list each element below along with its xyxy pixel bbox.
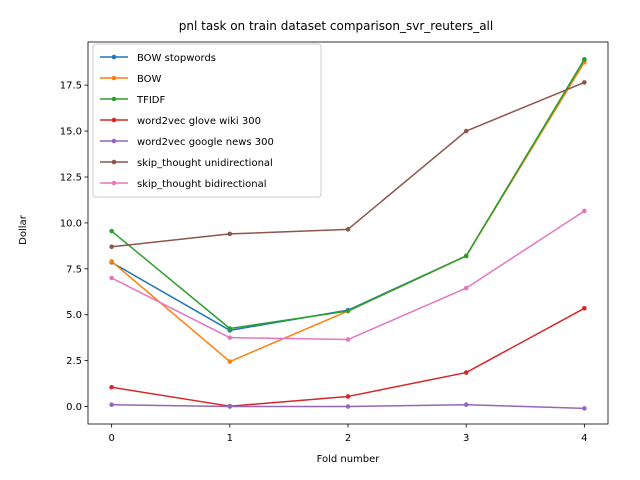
data-point-skip-thought-bidirectional [345,337,351,342]
y-tick-label: 0.0 [66,402,82,413]
legend-box [92,43,322,198]
legend-marker [111,159,117,165]
x-tick-label: 1 [227,433,233,444]
data-point-skip-thought-bidirectional [227,335,233,340]
chart-title: pnl task on train dataset comparison_svr… [179,19,493,33]
data-point-skip-thought-bidirectional [109,275,114,281]
data-point-skip-thought-bidirectional [582,208,587,214]
legend-label: BOW [137,74,162,85]
data-point-bow [109,259,114,264]
x-tick-label: 0 [108,433,114,444]
data-point-skip-thought-unidirectional [345,227,351,232]
y-axis-title: Dollar [18,214,29,245]
y-tick-label: 5.0 [66,310,82,321]
data-point-word2vec-glove-wiki-300 [463,370,469,375]
y-tick-label: 10.0 [60,218,82,229]
x-tick-label: 2 [345,433,351,444]
plot-lines [109,57,587,411]
data-point-skip-thought-unidirectional [109,244,114,250]
y-axis: 0.0 2.5 5.0 7.5 10.0 12.5 15.0 17.5 [60,81,88,413]
legend-label: TFIDF [136,95,166,106]
data-point-bow [227,359,233,364]
data-point-word2vec-google-news-300 [463,402,469,408]
data-point-skip-thought-unidirectional [227,231,233,237]
data-point-skip-thought-unidirectional [582,80,587,85]
data-point-word2vec-google-news-300 [109,402,114,408]
data-point-word2vec-glove-wiki-300 [582,305,587,311]
legend-label: word2vec glove wiki 300 [137,116,261,127]
legend-marker [111,54,117,60]
legend-label: skip_thought unidirectional [137,158,273,169]
data-point-tfidf [227,326,233,331]
plot-frame [87,41,609,425]
y-tick-label: 7.5 [66,264,82,275]
legend-marker [111,96,117,102]
data-point-word2vec-google-news-300 [227,404,233,409]
legend-label: word2vec google news 300 [137,137,274,148]
legend-marker [111,75,117,81]
x-tick-label: 4 [581,433,587,444]
data-point-word2vec-glove-wiki-300 [345,394,351,399]
legend-label: BOW stopwords [137,53,216,64]
y-tick-label: 17.5 [60,81,82,92]
x-axis: 0 1 2 3 4 [108,424,588,444]
legend-marker [111,117,117,123]
legend: BOW stopwords BOW TFIDF word2vec glove wiki… [92,43,322,198]
data-point-word2vec-google-news-300 [582,406,587,411]
y-tick-label: 2.5 [66,356,82,367]
y-tick-label: 15.0 [60,127,82,138]
y-tick-label: 12.5 [60,172,82,183]
x-axis-title: Fold number [317,454,381,465]
legend-label: skip_thought bidirectional [137,179,266,190]
x-tick-label: 3 [463,433,469,444]
data-point-word2vec-google-news-300 [345,404,351,409]
data-point-tfidf [582,57,587,62]
legend-marker [111,180,117,186]
data-point-tfidf [463,253,469,259]
data-point-tfidf [345,308,351,314]
data-point-skip-thought-unidirectional [463,128,469,134]
data-point-skip-thought-bidirectional [463,285,469,291]
legend-marker [111,138,117,144]
data-point-tfidf [109,228,114,234]
data-point-word2vec-glove-wiki-300 [109,384,114,390]
